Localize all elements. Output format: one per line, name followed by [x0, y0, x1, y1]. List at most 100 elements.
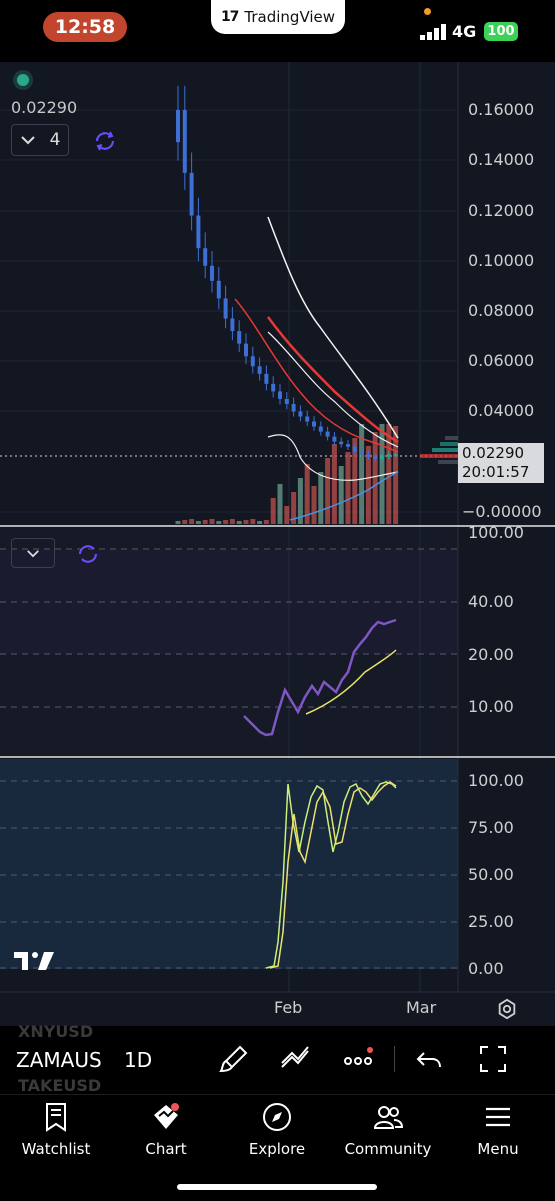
nav-explore[interactable]: Explore	[227, 1101, 327, 1158]
volume-bar	[311, 486, 317, 524]
status-bar: 12:58 17 TradingView 4G 100	[0, 0, 555, 62]
volume-bar	[223, 520, 229, 524]
time-axis-label: Feb	[274, 998, 303, 1017]
trend-line-icon[interactable]	[279, 1043, 311, 1075]
volume-bar	[325, 458, 331, 524]
candlesticks	[176, 85, 398, 462]
stoch-d-line	[269, 781, 397, 969]
lower-band-line	[267, 434, 399, 481]
indicator-count: 4	[49, 130, 61, 150]
candle-body	[189, 172, 194, 216]
upper-band-line	[267, 216, 399, 439]
stoch-axis-label: 50.00	[468, 865, 514, 884]
candle-body	[271, 383, 276, 392]
symbol-selector[interactable]: ZAMAUS	[16, 1048, 102, 1072]
candle-body	[244, 343, 248, 357]
candle-body	[339, 441, 344, 445]
volume-bar	[284, 506, 290, 524]
more-tools-icon[interactable]	[342, 1043, 374, 1075]
candle-body	[312, 421, 316, 427]
candle-body	[284, 398, 289, 404]
candle-body	[380, 456, 384, 460]
nav-community[interactable]: Community	[338, 1101, 438, 1158]
current-price-value: 0.02290	[462, 444, 525, 462]
signal-icon	[420, 24, 446, 40]
undo-icon[interactable]	[414, 1043, 446, 1075]
rsi-axis-label: 10.00	[468, 697, 514, 716]
stoch-k-line	[265, 781, 397, 969]
nav-label: Community	[344, 1140, 432, 1158]
rsi-ma-line	[305, 649, 397, 715]
chart-icon	[154, 1103, 179, 1129]
price-axis-label: 0.16000	[468, 100, 535, 119]
home-indicator	[177, 1184, 377, 1190]
volume-bar	[277, 484, 283, 524]
rsi-axis-label: 20.00	[468, 645, 514, 664]
volume-bar	[270, 498, 276, 524]
volume-bar	[359, 424, 365, 524]
fullscreen-icon[interactable]	[477, 1043, 509, 1075]
candle-body	[359, 451, 364, 455]
stoch-axis-label: 100.00	[468, 771, 524, 790]
nav-menu[interactable]: Menu	[448, 1101, 548, 1158]
candle-body	[257, 366, 262, 374]
candle-body	[393, 454, 398, 457]
volume-bar	[345, 452, 351, 524]
tradingview-pill[interactable]: 17 TradingView	[211, 0, 345, 34]
volume-bar	[202, 520, 208, 524]
candle-body	[291, 403, 296, 412]
rsi-axis-label: 100.00	[468, 523, 524, 542]
stoch-axis-label: 25.00	[468, 912, 514, 931]
candle-body	[230, 318, 235, 332]
last-price-label: 0.02290	[11, 98, 78, 117]
rsi-collapse-button[interactable]	[11, 538, 55, 568]
volume-bar	[182, 520, 188, 524]
candle-body	[386, 454, 391, 457]
nav-chart[interactable]: Chart	[116, 1101, 216, 1158]
price-axis-label: 0.14000	[468, 150, 535, 169]
chart-canvas[interactable]	[0, 62, 555, 1026]
candle-body	[318, 426, 323, 432]
chart-settings-icon[interactable]	[496, 998, 518, 1020]
candle-body	[250, 356, 255, 367]
indicators-toggle-button[interactable]: 4	[11, 124, 69, 156]
volume-bar	[331, 444, 337, 524]
nav-label: Explore	[248, 1140, 306, 1158]
nav-label: Chart	[145, 1140, 187, 1158]
volume-bar	[263, 520, 269, 524]
volume-bar	[243, 520, 249, 524]
candle-body	[298, 411, 303, 417]
volume-bar	[338, 466, 344, 524]
candle-body	[325, 431, 330, 437]
volume-bar	[352, 438, 358, 524]
watchlist-icon	[46, 1103, 66, 1132]
candle-body	[182, 110, 187, 173]
volume-bar	[175, 521, 181, 524]
candle-body	[196, 215, 201, 249]
community-icon	[373, 1106, 404, 1129]
brush-icon[interactable]	[218, 1043, 250, 1075]
sync-icon[interactable]	[93, 129, 117, 153]
volume-bar	[195, 521, 201, 524]
candle-body	[264, 373, 269, 384]
market-status-icon	[17, 74, 29, 86]
current-price-tag: 0.02290 20:01:57	[458, 443, 544, 483]
volume-bar	[291, 492, 297, 524]
volume-bar	[229, 519, 235, 524]
chevron-down-icon	[20, 130, 36, 150]
candle-body	[278, 391, 282, 399]
interval-selector[interactable]: 1D	[124, 1048, 153, 1072]
candle-body	[203, 248, 208, 266]
nav-label: Menu	[477, 1140, 519, 1158]
candle-body	[346, 444, 350, 447]
chart-area[interactable]: 0.02290 4 0.16000 0.14000 0.12000 0.1000…	[0, 62, 555, 1026]
red-ma-fast-line	[234, 298, 399, 453]
rsi-axis-label: 40.00	[468, 592, 514, 611]
nav-watchlist[interactable]: Watchlist	[6, 1101, 106, 1158]
price-axis-label: 0.12000	[468, 201, 535, 220]
candle-body	[210, 265, 214, 281]
compass-icon	[263, 1103, 291, 1131]
status-time: 12:58	[43, 12, 127, 42]
rsi-sync-icon[interactable]	[76, 542, 100, 566]
candle-body	[373, 456, 378, 460]
